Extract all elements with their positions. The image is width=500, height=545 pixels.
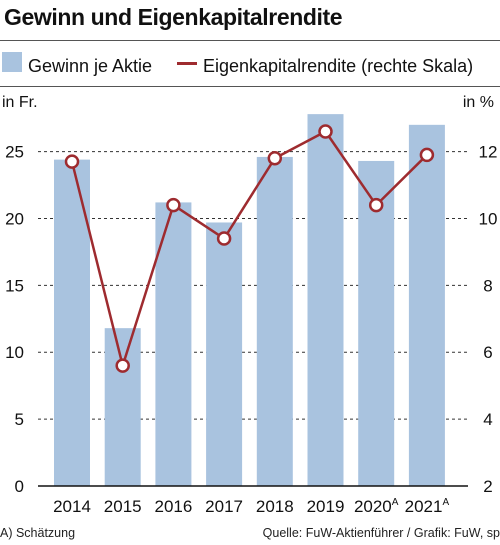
x-tick-label-2018: 2018 [256,497,294,516]
y-left-tick-label: 25 [5,143,24,162]
legend-bar-label: Gewinn je Aktie [28,56,153,76]
bar-2019 [307,114,344,487]
point-2020A [368,197,384,213]
y-right-tick-label: 12 [479,143,498,162]
point-2018 [267,151,283,166]
x-tick-label-2017: 2017 [205,497,243,516]
x-tick-label-2020A: 2020A [354,497,399,516]
point-2019 [318,124,333,139]
legend-divider [0,86,500,87]
x-tick-label-2021A: 2021A [405,497,450,516]
point-2015 [115,358,130,373]
footnote: A) Schätzung [0,526,76,540]
y-right-tick-label: 2 [483,477,492,496]
legend-bar-swatch [2,52,22,72]
line-eigenkapitalrendite [70,130,428,367]
bar-2020A [358,160,395,486]
y-right-tick-label: 6 [483,343,492,362]
x-tick-label-2019: 2019 [307,497,345,516]
point-2021A [419,147,435,163]
legend-line-swatch [177,62,197,65]
y-left-tick-label: 10 [5,343,24,362]
y-left-tick-label: 0 [15,477,24,496]
source-credit: Quelle: FuW-Aktienführer / Grafik: FuW, … [262,526,500,540]
x-tick-label-2016: 2016 [154,497,192,516]
point-2017 [216,231,232,246]
bar-2021A [408,124,445,486]
right-axis-unit: in % [462,94,494,111]
x-tick-label-2014: 2014 [53,497,91,516]
bar-2018 [256,156,293,486]
y-right-tick-label: 8 [483,276,492,295]
bar-2017 [206,222,243,486]
point-2016 [166,197,181,213]
title-divider [0,40,500,41]
left-axis-unit: in Fr. [2,94,38,111]
bar-2016 [155,202,192,486]
x-tick-superscript: A [442,497,449,508]
y-left-tick-label: 15 [5,276,24,295]
x-tick-label-2015: 2015 [104,497,142,516]
x-tick-superscript: A [392,497,399,508]
legend-line-label: Eigenkapitalrendite (rechte Skala) [203,56,474,76]
chart-title: Gewinn und Eigenkapitalrendite [4,4,343,30]
y-left-tick-label: 5 [15,410,24,429]
bar-2015 [104,328,141,486]
legend: Gewinn je Aktie Eigenkapitalrendite (rec… [0,52,500,82]
y-left-tick-label: 20 [5,209,24,228]
y-right-tick-label: 4 [483,410,492,429]
point-2014 [64,154,80,169]
y-right-tick-label: 10 [479,209,498,228]
